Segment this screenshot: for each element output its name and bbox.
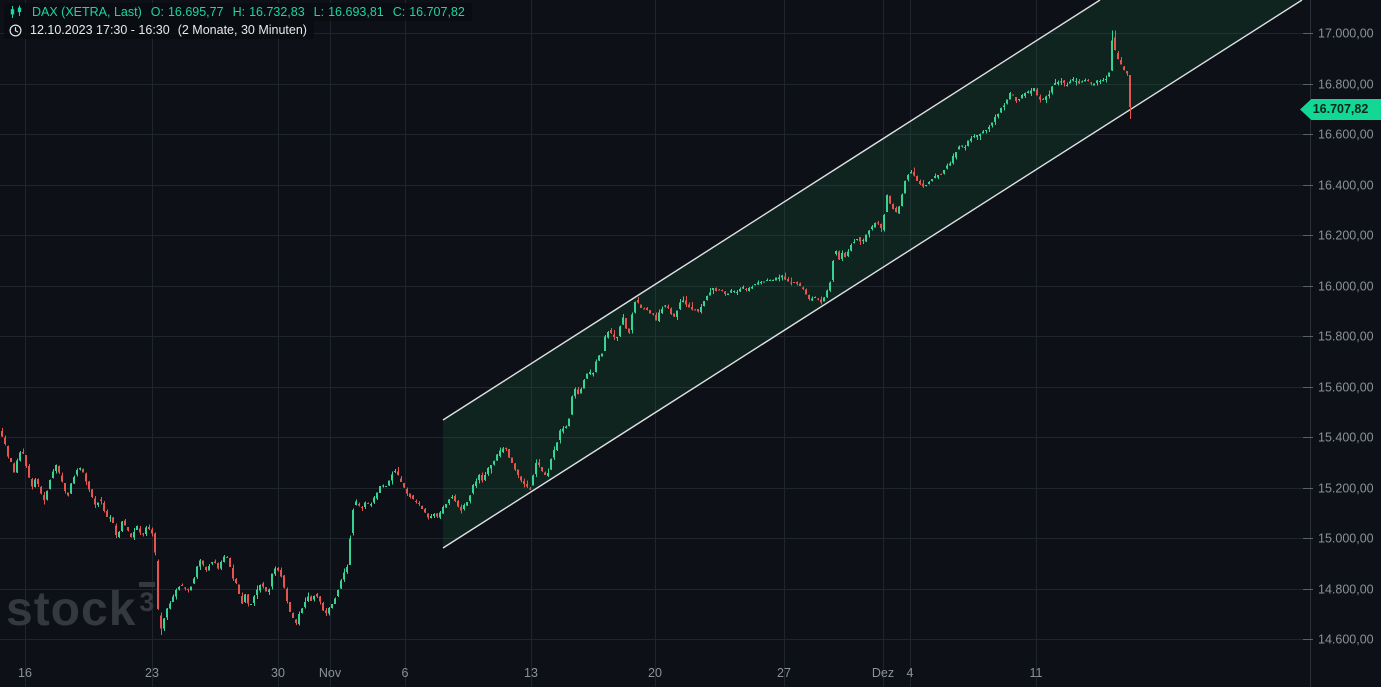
price-axis-label: 16.600,00 bbox=[1318, 128, 1374, 142]
date-axis-label: 16 bbox=[18, 666, 32, 680]
price-axis-label: 15.200,00 bbox=[1318, 482, 1374, 496]
ohlc-open: O: 16.695,77 bbox=[151, 5, 224, 19]
ohlc-high-value: 16.732,83 bbox=[249, 5, 305, 19]
watermark-sup: 3 bbox=[139, 582, 156, 616]
price-axis-label: 14.800,00 bbox=[1318, 583, 1374, 597]
last-price-tag: 16.707,82 bbox=[1300, 99, 1381, 120]
time-range: 12.10.2023 17:30 - 16:30 bbox=[30, 23, 170, 37]
ohlc-high: H: 16.732,83 bbox=[233, 5, 305, 19]
trend-channel[interactable] bbox=[442, 0, 1303, 549]
date-axis-label: Nov bbox=[319, 666, 342, 680]
instrument-legend: DAX (XETRA, Last) O: 16.695,77 H: 16.732,8… bbox=[4, 3, 472, 21]
price-axis-label: 15.000,00 bbox=[1318, 532, 1374, 546]
price-axis-label: 15.400,00 bbox=[1318, 431, 1374, 445]
grid bbox=[0, 0, 1310, 687]
price-axis-label: 15.800,00 bbox=[1318, 330, 1374, 344]
ohlc-open-label: O: bbox=[150, 5, 164, 19]
timeframe-legend: 12.10.2023 17:30 - 16:30 (2 Monate, 30 M… bbox=[4, 21, 314, 39]
price-axis-label: 17.000,00 bbox=[1318, 27, 1374, 41]
ohlc-close: C: 16.707,82 bbox=[393, 5, 465, 19]
price-axis-label: 16.400,00 bbox=[1318, 179, 1374, 193]
ohlc-low-value: 16.693,81 bbox=[328, 5, 384, 19]
period-info: (2 Monate, 30 Minuten) bbox=[177, 23, 307, 37]
date-axis-label: 11 bbox=[1030, 666, 1043, 680]
price-axis-label: 14.600,00 bbox=[1318, 633, 1374, 647]
instrument-name: DAX (XETRA, Last) bbox=[32, 5, 142, 19]
date-axis-label: 23 bbox=[145, 666, 159, 680]
clock-icon bbox=[9, 23, 22, 37]
candlestick-icon bbox=[9, 5, 23, 19]
date-axis-label: 4 bbox=[907, 666, 914, 680]
date-axis-label: 20 bbox=[648, 666, 662, 680]
price-axis-label: 15.600,00 bbox=[1318, 381, 1374, 395]
date-axis-label: 13 bbox=[524, 666, 538, 680]
candles bbox=[1, 30, 1131, 636]
price-axis-label: 16.200,00 bbox=[1318, 229, 1374, 243]
price-axis-label: 16.800,00 bbox=[1318, 78, 1374, 92]
ohlc-low: L: 16.693,81 bbox=[314, 5, 384, 19]
stock3-watermark: stock 3 bbox=[6, 582, 156, 636]
ohlc-open-value: 16.695,77 bbox=[167, 5, 224, 19]
watermark-text: stock bbox=[6, 583, 137, 636]
ohlc-low-label: L: bbox=[313, 5, 325, 19]
date-axis-label: 6 bbox=[402, 666, 409, 680]
date-axis-label: Dez bbox=[872, 666, 894, 680]
ohlc-close-label: C: bbox=[392, 5, 406, 19]
date-axis-label: 27 bbox=[777, 666, 791, 680]
date-axis-label: 30 bbox=[271, 666, 285, 680]
price-axis[interactable]: 17.000,00 16.800,00 16.600,00 16.400,00 16.2… bbox=[1303, 0, 1374, 687]
ohlc-high-label: H: bbox=[232, 5, 246, 19]
ohlc-close-value: 16.707,82 bbox=[409, 5, 465, 19]
time-axis[interactable]: 16 23 30 Nov 6 13 20 27 Dez 4 11 bbox=[18, 666, 1042, 680]
price-axis-label: 16.000,00 bbox=[1318, 280, 1374, 294]
